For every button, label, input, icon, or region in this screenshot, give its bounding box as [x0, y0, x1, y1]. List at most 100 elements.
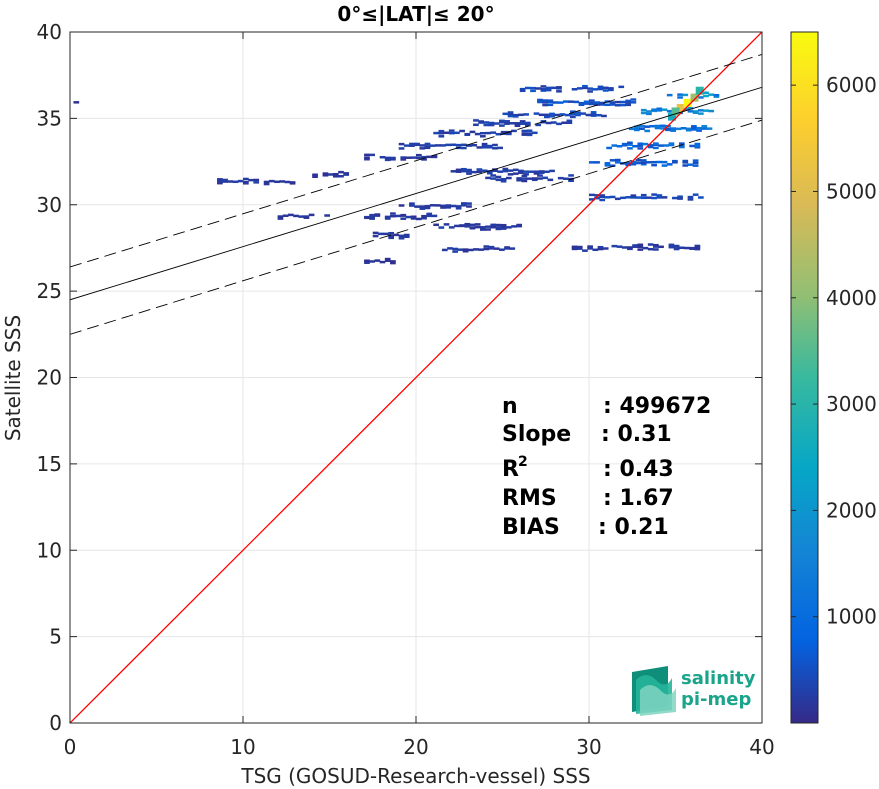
density-cell — [512, 172, 519, 175]
density-cell — [469, 223, 476, 227]
density-cell — [343, 172, 350, 175]
density-cell — [388, 236, 395, 240]
density-cell — [706, 127, 713, 130]
density-cell — [390, 212, 396, 215]
density-cell — [661, 160, 668, 164]
density-cell — [486, 144, 493, 148]
density-cell — [589, 161, 595, 164]
density-cell — [426, 155, 433, 159]
density-cell — [473, 123, 479, 127]
density-cell — [521, 132, 528, 135]
density-cell — [369, 153, 375, 157]
density-cell — [400, 158, 407, 161]
density-cell — [416, 153, 422, 157]
density-cell — [364, 156, 370, 159]
stat-bias-label: BIAS — [502, 515, 560, 540]
density-cell — [533, 172, 540, 175]
density-cell — [410, 156, 417, 159]
density-cell — [495, 132, 502, 136]
density-cell — [587, 87, 593, 90]
density-cell — [673, 244, 680, 248]
density-cell — [697, 112, 704, 115]
density-cell — [227, 180, 234, 183]
density-cell — [424, 206, 431, 210]
density-cell — [682, 93, 689, 97]
y-tick-label: 25 — [37, 279, 62, 303]
density-cell — [478, 120, 484, 123]
density-cell — [338, 170, 344, 174]
density-cell — [490, 225, 497, 229]
density-cell — [464, 132, 471, 136]
density-cell — [507, 173, 514, 176]
line-identity — [70, 32, 762, 723]
density-cell — [476, 146, 483, 149]
density-cell — [640, 111, 647, 115]
density-cell — [438, 129, 445, 133]
density-cell — [462, 250, 469, 253]
density-cell — [635, 161, 642, 165]
density-cell — [595, 113, 602, 117]
density-cell — [440, 204, 446, 208]
y-tick-label: 0 — [49, 711, 62, 735]
density-cell — [549, 112, 555, 116]
density-cell — [497, 170, 503, 173]
density-cell — [663, 144, 670, 147]
density-cell — [590, 111, 597, 114]
density-cell — [604, 162, 611, 165]
logo-wave-icon — [632, 666, 676, 716]
density-cell — [514, 124, 521, 127]
density-cell — [604, 196, 611, 199]
density-hotspot — [668, 112, 677, 121]
density-cell — [388, 231, 395, 235]
density-cell — [620, 100, 626, 104]
density-cell — [697, 96, 704, 99]
density-cell — [327, 173, 334, 176]
density-cell — [481, 144, 488, 148]
density-cell — [550, 86, 557, 90]
density-cell — [424, 145, 431, 148]
density-cell — [523, 173, 529, 176]
density-cell — [692, 110, 699, 113]
density-cell — [684, 246, 690, 250]
density-cell — [287, 213, 294, 217]
density-cell — [566, 119, 573, 123]
density-cell — [637, 245, 644, 249]
x-tick-label: 20 — [403, 735, 428, 759]
density-cell — [480, 135, 486, 138]
density-cell — [576, 245, 583, 249]
density-cell — [390, 214, 396, 218]
density-cell — [455, 143, 462, 147]
density-cell — [73, 101, 80, 104]
density-cell — [488, 247, 495, 250]
density-cell — [594, 194, 600, 197]
density-cell — [564, 113, 571, 117]
density-cell — [474, 132, 481, 136]
stat-r2-superscript: 2 — [518, 454, 528, 470]
density-cell — [438, 226, 445, 229]
density-cell — [488, 121, 495, 125]
density-cell — [424, 146, 431, 150]
density-cell — [507, 169, 514, 172]
x-tick-label: 30 — [576, 735, 601, 759]
density-cell — [654, 126, 661, 130]
density-cell — [701, 127, 708, 130]
density-cell — [322, 174, 329, 177]
density-cell — [516, 178, 523, 182]
y-tick-label: 10 — [37, 538, 62, 562]
density-cell — [687, 163, 694, 166]
density-cell — [509, 122, 516, 125]
density-cell — [635, 159, 642, 162]
density-cell — [524, 86, 531, 90]
density-cell — [692, 193, 699, 196]
density-cell — [569, 110, 576, 113]
density-cell — [665, 127, 671, 131]
density-cell — [460, 169, 467, 173]
density-cell — [640, 159, 647, 162]
density-cell — [703, 94, 709, 98]
density-cell — [502, 112, 509, 116]
density-cell — [400, 217, 407, 220]
density-cell — [421, 214, 427, 218]
density-cell — [538, 113, 545, 117]
density-cell — [222, 178, 228, 182]
